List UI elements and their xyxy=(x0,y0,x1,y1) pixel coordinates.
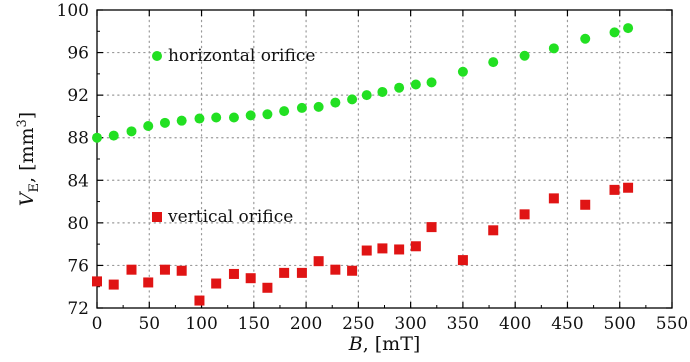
x-tick-label: 50 xyxy=(138,314,160,334)
vertical-orifice-point xyxy=(457,255,468,266)
vertical-orifice-point xyxy=(262,282,273,293)
legend-marker-horizontal xyxy=(152,51,162,61)
x-tick-label: 500 xyxy=(604,314,636,334)
horizontal-orifice-point xyxy=(296,102,307,113)
y-tick-label: 92 xyxy=(67,86,89,106)
y-axis-label: VE, [mm3] xyxy=(15,112,42,206)
horizontal-orifice-point xyxy=(330,97,341,108)
vertical-orifice-point xyxy=(410,241,421,252)
vertical-orifice-point xyxy=(623,182,634,193)
vertical-orifice-point xyxy=(211,278,222,289)
ticks: 0 50 100 150 200 250 300 350 400 450 500 550 72 76 80 8… xyxy=(57,1,689,334)
vertical-orifice-point xyxy=(609,184,620,195)
vertical-orifice-point xyxy=(426,222,437,233)
horizontal-orifice-point xyxy=(211,112,222,123)
vertical-orifice-point xyxy=(394,244,405,255)
horizontal-orifice-point xyxy=(245,110,256,121)
vertical-orifice-point xyxy=(488,225,499,236)
vertical-orifice-point xyxy=(92,276,102,287)
horizontal-orifice-point xyxy=(92,132,102,143)
x-tick-label: 350 xyxy=(447,314,479,334)
horizontal-orifice-point xyxy=(279,106,290,117)
legend-label: vertical orifice xyxy=(167,207,293,227)
y-tick-label: 88 xyxy=(67,129,89,149)
horizontal-orifice-point xyxy=(262,109,273,120)
vertical-orifice-point xyxy=(347,265,358,276)
vertical-orifice-point xyxy=(245,273,256,284)
horizontal-orifice-point xyxy=(410,79,421,90)
vertical-orifice-point xyxy=(159,264,170,275)
horizontal-orifice-point xyxy=(519,50,530,61)
x-tick-label: 200 xyxy=(290,314,322,334)
horizontal-orifice-point xyxy=(143,121,154,132)
x-tick-label: 400 xyxy=(499,314,531,334)
vertical-orifice-point xyxy=(330,264,341,275)
horizontal-orifice-point xyxy=(347,94,358,105)
horizontal-orifice-point xyxy=(609,27,620,38)
horizontal-orifice-point xyxy=(394,82,405,93)
y-tick-label: 80 xyxy=(67,214,89,234)
x-tick-label: 550 xyxy=(656,314,688,334)
horizontal-orifice-point xyxy=(176,115,187,126)
vertical-orifice-point xyxy=(126,264,137,275)
horizontal-orifice-point xyxy=(159,117,170,128)
horizontal-orifice-point xyxy=(377,86,388,97)
vertical-orifice-point xyxy=(194,295,205,306)
x-tick-label: 0 xyxy=(92,314,103,334)
y-tick-label: 72 xyxy=(67,299,89,319)
legend-marker-vertical xyxy=(152,212,162,222)
horizontal-orifice-point xyxy=(361,90,372,101)
vertical-orifice-point xyxy=(580,199,591,210)
horizontal-orifice-point xyxy=(457,66,468,77)
vertical-orifice-point xyxy=(108,279,119,290)
vertical-orifice-point xyxy=(361,245,372,256)
legend-label: horizontal orifice xyxy=(168,46,315,66)
x-tick-label: 100 xyxy=(185,314,217,334)
x-tick-label: 150 xyxy=(238,314,270,334)
vertical-orifice-point xyxy=(143,277,154,288)
horizontal-orifice-point xyxy=(548,43,559,54)
vertical-orifice-point xyxy=(176,265,187,276)
data-points xyxy=(92,23,634,306)
vertical-orifice-point xyxy=(313,256,324,267)
horizontal-orifice-point xyxy=(426,77,437,88)
horizontal-orifice-point xyxy=(108,130,119,141)
x-tick-label: 250 xyxy=(342,314,374,334)
vertical-orifice-point xyxy=(548,193,559,204)
vertical-orifice-point xyxy=(377,243,388,254)
horizontal-orifice-point xyxy=(488,57,499,68)
vertical-orifice-point xyxy=(279,267,290,278)
y-tick-label: 84 xyxy=(67,171,89,191)
legend: horizontal orifice vertical orifice xyxy=(152,46,315,227)
horizontal-orifice-point xyxy=(194,113,205,124)
x-tick-label: 450 xyxy=(551,314,583,334)
horizontal-orifice-point xyxy=(126,126,137,137)
y-tick-label: 76 xyxy=(67,256,89,276)
horizontal-orifice-point xyxy=(580,33,591,44)
horizontal-orifice-point xyxy=(313,101,324,112)
vertical-orifice-point xyxy=(519,209,530,220)
horizontal-orifice-point xyxy=(228,112,239,123)
y-tick-label: 100 xyxy=(57,1,89,21)
vertical-orifice-point xyxy=(296,267,307,278)
grid-lines xyxy=(96,9,673,309)
y-tick-label: 96 xyxy=(67,44,89,64)
vertical-orifice-point xyxy=(228,268,239,279)
axis-labels: B, [mT] VE, [mm3] xyxy=(15,112,420,355)
horizontal-orifice-point xyxy=(623,23,634,34)
x-axis-label: B, [mT] xyxy=(348,333,421,355)
x-tick-label: 300 xyxy=(394,314,426,334)
